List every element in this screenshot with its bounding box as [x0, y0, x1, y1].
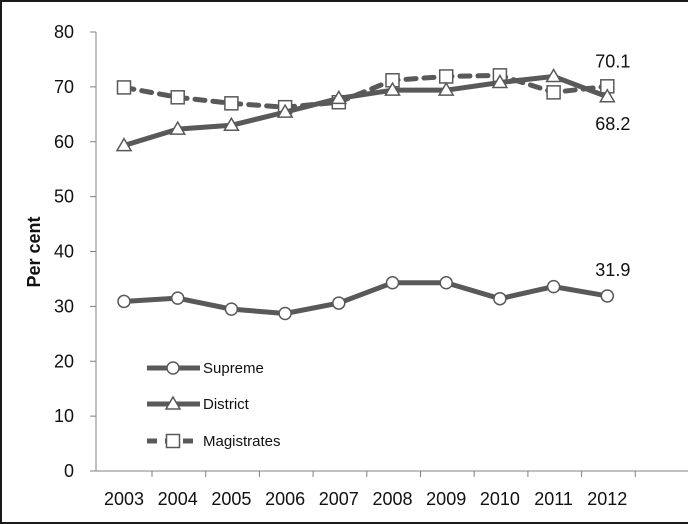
data-label-district: 68.2 [595, 114, 630, 134]
legend-swatch-marker [166, 361, 180, 375]
district-point [276, 103, 294, 118]
supreme-line [121, 280, 610, 317]
y-tick-label: 70 [54, 77, 74, 97]
data-labels: 70.1 68.2 31.9 [595, 51, 630, 280]
district-point [223, 116, 240, 132]
supreme-point [385, 276, 400, 290]
series-district [115, 67, 616, 152]
x-tick-labels: 2003 2004 2005 2006 2007 2008 2009 2010 2011 2012 [104, 489, 627, 509]
y-tick-label: 60 [54, 132, 74, 152]
y-tick-labels: 0 10 20 30 40 50 60 70 80 [54, 22, 74, 481]
legend-label: District [203, 396, 250, 413]
x-tick-label: 2003 [104, 489, 144, 509]
series-supreme [117, 276, 615, 321]
data-label-magistrates: 70.1 [595, 51, 630, 71]
district-point [545, 67, 562, 83]
magistrates-point [546, 85, 561, 100]
district-point [169, 120, 187, 135]
district-point [384, 81, 401, 96]
legend: Supreme District Magistrates [147, 360, 281, 450]
magistrates-point [224, 96, 239, 111]
supreme-point [117, 294, 131, 309]
x-tick-label: 2011 [534, 489, 573, 509]
supreme-point [439, 276, 453, 290]
district-point [598, 88, 616, 103]
legend-item-supreme: Supreme [147, 360, 264, 377]
magistrates-point [438, 69, 454, 84]
x-tick-label: 2005 [211, 489, 251, 509]
magistrates-line [121, 72, 610, 110]
district-line [121, 73, 610, 149]
district-point [330, 89, 348, 105]
supreme-point [493, 291, 507, 306]
legend-label: Supreme [203, 360, 264, 377]
axes [90, 31, 688, 477]
supreme-point [170, 291, 185, 305]
y-tick-label: 30 [54, 296, 74, 316]
supreme-point [224, 302, 239, 316]
district-point [491, 73, 509, 89]
x-tick-label: 2004 [158, 489, 198, 509]
x-tick-label: 2012 [587, 489, 627, 509]
x-tick-label: 2010 [480, 489, 520, 509]
x-tick-label: 2006 [265, 489, 305, 509]
legend-label: Magistrates [203, 433, 281, 450]
magistrates-point [116, 80, 132, 95]
supreme-point [546, 279, 561, 294]
legend-item-magistrates: Magistrates [147, 433, 281, 450]
legend-item-district: District [147, 395, 250, 413]
district-point [437, 81, 455, 96]
series-magistrates [116, 68, 615, 115]
x-tick-label: 2007 [319, 489, 359, 509]
district-point [115, 137, 133, 152]
series-group [115, 67, 616, 321]
y-tick-label: 50 [54, 187, 74, 207]
y-axis-label: Per cent [24, 216, 44, 287]
supreme-point [600, 289, 615, 303]
supreme-point [332, 296, 346, 310]
y-tick-label: 0 [64, 461, 74, 481]
legend-swatch-marker [165, 433, 181, 449]
data-label-supreme: 31.9 [595, 260, 630, 280]
y-tick-label: 40 [54, 242, 74, 262]
magistrates-point [170, 90, 185, 105]
x-tick-label: 2008 [372, 489, 412, 509]
supreme-point [278, 306, 292, 321]
x-tick-label: 2009 [426, 489, 466, 509]
y-tick-label: 10 [54, 406, 74, 426]
y-tick-label: 80 [54, 22, 74, 42]
y-tick-label: 20 [54, 351, 74, 371]
legend-swatch-marker [164, 395, 182, 410]
